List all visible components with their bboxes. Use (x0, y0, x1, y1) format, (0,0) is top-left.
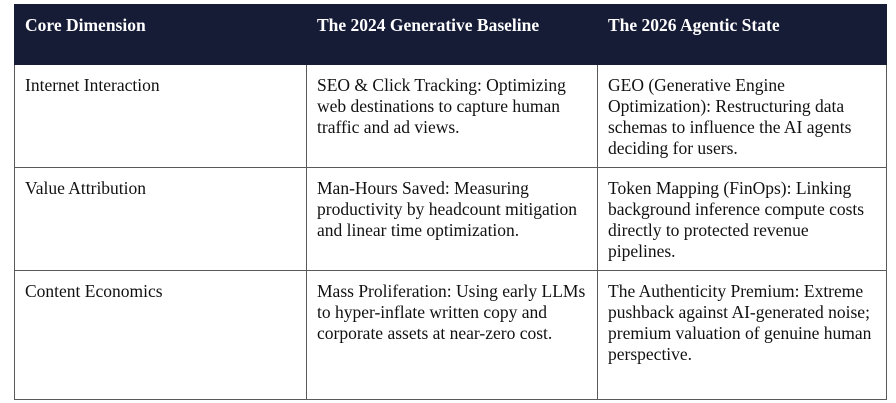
table-cell: Mass Proliferation: Using early LLMs to … (306, 270, 598, 400)
table-cell: GEO (Generative Engine Optimization): Re… (597, 64, 887, 168)
table-cell: Token Mapping (FinOps): Linking backgrou… (597, 167, 887, 271)
table-row: Content Economics Mass Proliferation: Usi… (14, 270, 887, 400)
comparison-table: Core Dimension The 2024 Generative Baseli… (14, 4, 887, 400)
table-row: Internet Interaction SEO & Click Tracking… (14, 64, 887, 168)
table-cell: Value Attribution (14, 167, 307, 271)
table-row: Value Attribution Man-Hours Saved: Measur… (14, 167, 887, 271)
header-cell: The 2026 Agentic State (597, 4, 887, 65)
table-cell: Internet Interaction (14, 64, 307, 168)
table-cell: The Authenticity Premium: Extreme pushba… (597, 270, 887, 400)
table-cell: Man-Hours Saved: Measuring productivity … (306, 167, 598, 271)
table-cell: Content Economics (14, 270, 307, 400)
header-row: Core Dimension The 2024 Generative Baseli… (14, 4, 887, 65)
header-cell: Core Dimension (14, 4, 307, 65)
table-cell: SEO & Click Tracking: Optimizing web des… (306, 64, 598, 168)
header-cell: The 2024 Generative Baseline (306, 4, 598, 65)
